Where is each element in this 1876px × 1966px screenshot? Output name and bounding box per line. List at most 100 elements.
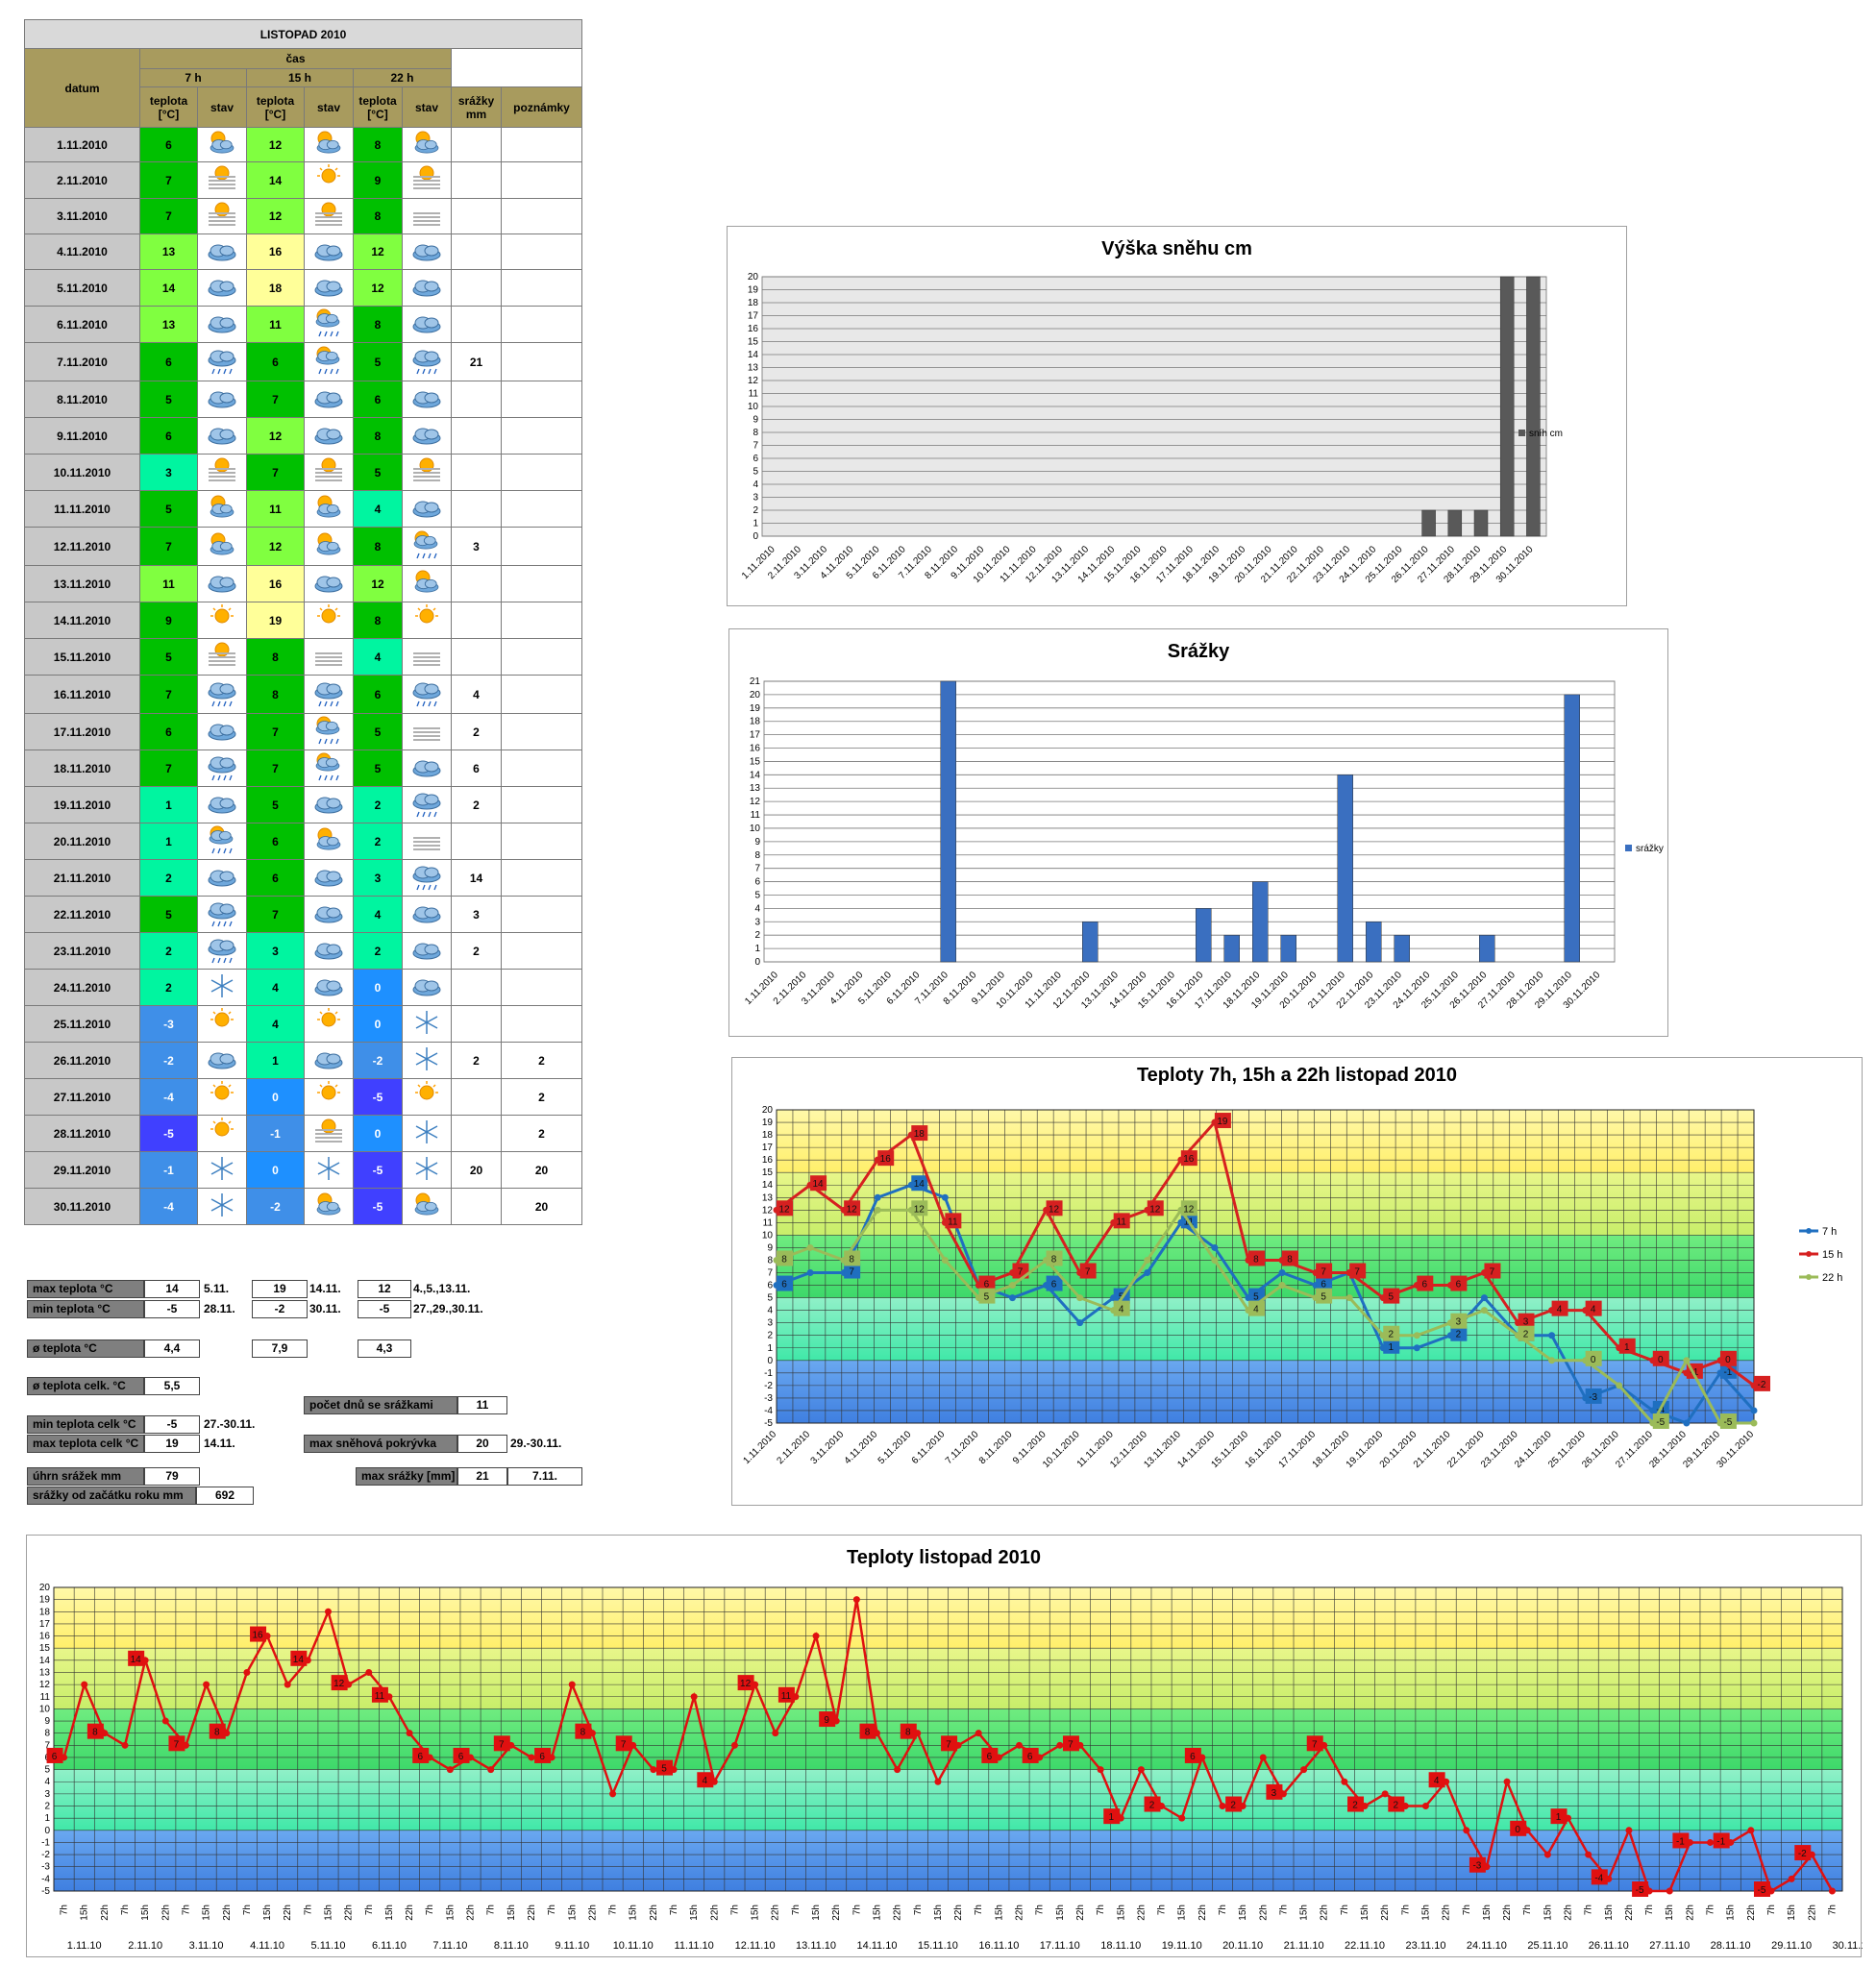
min-22h: -5 [358,1300,411,1318]
date-label: 7.11.10 [432,1940,467,1952]
date-label: 6.11.10 [372,1940,407,1952]
max-22h: 12 [358,1280,411,1298]
data-label: 8 [865,1728,871,1738]
table-row: 16.11.2010 7 8 6 4 [24,675,583,714]
data-label: 2 [1149,1801,1155,1811]
data-label: 5 [661,1764,667,1775]
data-label-box [978,1288,996,1304]
fog-icon [402,198,452,234]
data-label: 7 [849,1267,854,1278]
temp-cell: 14 [139,269,198,307]
sun-icon [402,1078,452,1116]
date-cell: 9.11.2010 [24,417,140,455]
date-label: 28.11.10 [1711,1940,1751,1952]
y-tick-label: 16 [748,324,759,334]
temp-cell: -1 [246,1115,305,1152]
data-label: 0 [1658,1355,1664,1365]
data-point [1788,1875,1795,1882]
fog-sun-icon [402,454,452,491]
y-tick-label: 2 [753,505,758,516]
data-label-box [1282,1250,1299,1266]
date-cell: 14.11.2010 [24,602,140,639]
slot-tick-label: 7h [547,1905,557,1915]
sun-icon [197,602,247,639]
temp-cell: 0 [353,1115,403,1152]
y-tick-label: 11 [40,1692,51,1703]
data-label-box [1719,1413,1737,1429]
cloud-icon [402,381,452,418]
note-cell [500,786,583,823]
y-tick-label: 8 [753,428,758,438]
data-label: 11 [781,1691,792,1702]
temp-cell: 11 [246,306,305,343]
temp-cell: 4 [353,896,403,933]
cloud-icon [197,1042,247,1079]
slot-tick-label: 15h [1360,1905,1370,1921]
x-tick-label: 30.11.2010 [1715,1429,1756,1470]
data-point [1480,1294,1488,1302]
fog-sun-icon [304,1115,354,1152]
date-label: 26.11.10 [1589,1940,1629,1952]
data-label: 18 [914,1129,926,1140]
data-point [941,1193,949,1201]
y-tick-label: 18 [750,717,761,727]
slot-tick-label: 7h [1827,1905,1838,1915]
data-label: 12 [847,1204,858,1215]
data-point [1097,1766,1104,1774]
slot-tick-label: 7h [1278,1905,1289,1915]
rain-cell: 2 [451,932,502,970]
data-point [1503,1778,1511,1785]
data-label: -1 [1723,1367,1732,1378]
y-tick-label: 0 [753,531,758,542]
legend-label: sníh cm [1529,429,1563,439]
slot-tick-label: 15h [262,1905,273,1921]
note-cell [500,490,583,528]
fog-icon [402,713,452,750]
table-row: 20.11.2010 1 6 2 [24,823,583,860]
data-point [1747,1827,1755,1834]
x-tick-label: 1.11.2010 [741,1429,778,1466]
data-label-box [1510,1820,1527,1836]
y-tick-label: 17 [750,730,761,741]
data-label: 7 [1018,1267,1024,1278]
table-row: 12.11.2010 7 12 8 3 [24,527,583,566]
cloud-icon [402,306,452,343]
slot-tick-label: 22h [222,1905,233,1921]
slot-tick-label: 7h [181,1905,191,1915]
note-cell [500,602,583,639]
data-label: 8 [849,1254,854,1265]
data-label: -5 [1758,1885,1766,1896]
cloud-icon [304,896,354,933]
y-tick-label: 12 [762,1205,774,1216]
data-point [1056,1741,1064,1749]
data-label-box [575,1723,592,1739]
header-teplota-label: teplota [149,93,188,108]
table-title: LISTOPAD 2010 [23,19,583,49]
table-row: 30.11.2010 -4 -2 -5 20 [24,1188,583,1225]
data-label: 6 [539,1752,545,1762]
data-point [365,1668,373,1676]
data-label: 12 [1149,1204,1161,1215]
data-label-box [1113,1300,1130,1316]
header-cas: čas [139,48,452,69]
y-tick-label: 20 [39,1583,51,1593]
min-total-date: 27.-30.11. [204,1417,256,1431]
slot-tick-label: 22h [953,1905,964,1921]
data-label-box [1794,1845,1812,1861]
cloud-icon [402,969,452,1006]
sun-rain-icon [402,527,452,566]
temp-cell: -1 [139,1151,198,1189]
slot-tick-label: 15h [1420,1905,1431,1921]
data-label-box [1652,1350,1669,1366]
date-cell: 3.11.2010 [24,198,140,234]
data-label-box [1713,1832,1730,1849]
y-tick-label: 4 [753,479,758,490]
sun-cloud-icon [197,527,247,566]
cloud-icon [304,269,354,307]
temp-cell: 5 [139,381,198,418]
data-label: 7 [1085,1267,1091,1278]
note-cell [500,161,583,199]
slot-tick-label: 22h [1015,1905,1025,1921]
y-tick-label: 3 [754,917,760,927]
rain-icon [197,342,247,381]
